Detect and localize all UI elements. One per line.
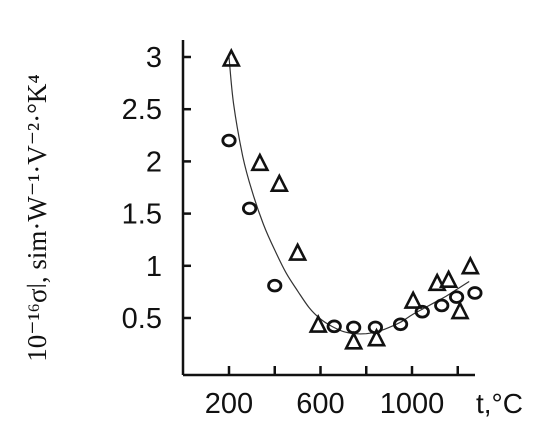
x-tick-label: 1000 xyxy=(380,388,445,420)
y-tick-label: 3 xyxy=(146,42,162,74)
y-tick-label: 0.5 xyxy=(122,303,162,335)
circle-marker xyxy=(346,320,362,335)
y-tick-label: 1 xyxy=(146,251,162,283)
y-axis-ticks: 0.5 1 1.5 2 2.5 3 xyxy=(122,42,191,335)
triangle-marker xyxy=(366,327,387,347)
circle-marker xyxy=(326,319,342,334)
y-tick-label: 2.5 xyxy=(122,94,162,126)
circle-marker xyxy=(467,286,483,300)
triangle-marker xyxy=(460,255,480,275)
fit-curve xyxy=(228,56,470,335)
triangle-marker xyxy=(288,242,308,261)
y-tick-label: 1.5 xyxy=(122,199,162,231)
triangle-marker xyxy=(438,269,459,289)
circle-marker xyxy=(241,201,258,216)
x-axis-unit-label: t,°C xyxy=(476,388,523,419)
triangle-marker xyxy=(344,330,364,350)
x-tick-label: 600 xyxy=(296,388,344,420)
data-markers xyxy=(221,47,483,350)
y-axis-title-group: 10⁻¹⁶σǀ, sim·W⁻¹·V⁻²·°K⁴ xyxy=(22,74,52,362)
circle-marker xyxy=(392,317,409,332)
circle-marker xyxy=(367,320,383,335)
circle-marker xyxy=(414,304,430,319)
circle-marker xyxy=(267,278,283,293)
triangle-marker xyxy=(221,47,241,67)
x-tick-label: 200 xyxy=(205,388,253,420)
triangle-marker xyxy=(450,300,470,320)
y-axis-title: 10⁻¹⁶σǀ, sim·W⁻¹·V⁻²·°K⁴ xyxy=(22,74,52,362)
triangle-marker xyxy=(427,272,447,292)
triangle-marker xyxy=(403,290,423,309)
circle-marker xyxy=(449,290,465,304)
triangle-marker xyxy=(308,314,328,333)
triangle-marker xyxy=(269,173,289,192)
circle-marker xyxy=(434,298,450,313)
triangle-marker xyxy=(250,152,270,172)
y-tick-label: 2 xyxy=(146,146,162,178)
circle-marker xyxy=(221,133,237,148)
x-axis-ticks: 200 600 1000 xyxy=(205,366,459,420)
